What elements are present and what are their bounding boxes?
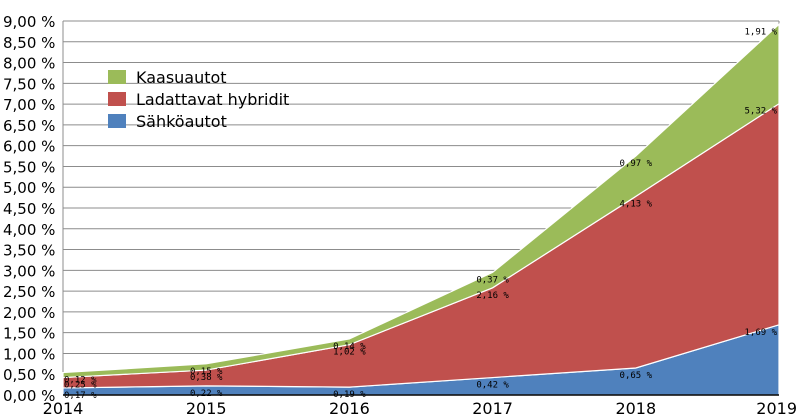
y-tick-label: 4,50 % [3,200,55,218]
data-label: 4,13 % [620,199,653,209]
y-tick-label: 3,50 % [3,242,55,260]
data-label: 1,91 % [744,27,777,37]
data-label: 0,14 % [333,342,366,352]
data-label: 0,25 % [64,381,97,391]
data-label: 0,15 % [190,367,223,377]
data-label: 0,97 % [620,159,653,169]
y-tick-label: 8,50 % [3,34,55,52]
x-tick-label: 2019 [756,399,797,417]
y-tick-label: 2,00 % [3,304,55,322]
data-label: 1,02 % [333,348,366,358]
area-kaasuautot [62,22,780,379]
legend-swatch [108,70,126,84]
y-tick-label: 6,00 % [3,138,55,156]
x-tick-label: 2014 [43,399,84,417]
data-label: 0,42 % [476,381,509,391]
legend-label: Ladattavat hybridit [136,90,289,109]
legend-label: Sähköautot [136,112,227,131]
y-tick-label: 7,50 % [3,75,55,93]
y-tick-label: 1,00 % [3,345,55,363]
data-label: 2,16 % [476,291,509,301]
data-label: 1,69 % [744,328,777,338]
legend: Kaasuautot Ladattavat hybridit Sähköautot [108,68,289,131]
x-tick-label: 2016 [329,399,370,417]
y-tick-label: 0,50 % [3,366,55,384]
data-label: 0,37 % [476,275,509,285]
legend-swatch [108,92,126,106]
x-tick-label: 2018 [615,399,656,417]
data-label: 5,32 % [744,107,777,117]
data-label: 0,22 % [190,389,223,399]
data-label: 0,12 % [64,376,97,386]
legend-swatch [108,114,126,128]
data-label: 0,17 % [64,391,97,401]
legend-label: Kaasuautot [136,68,227,87]
y-tick-label: 2,50 % [3,283,55,301]
y-tick-label: 5,50 % [3,158,55,176]
y-tick-label: 9,00 % [3,13,55,31]
y-tick-label: 5,00 % [3,179,55,197]
x-tick-label: 2017 [472,399,513,417]
data-label: 0,38 % [190,373,223,383]
x-tick-label: 2015 [186,399,227,417]
y-tick-label: 6,50 % [3,117,55,135]
data-label: 0,65 % [620,371,653,381]
y-tick-label: 4,00 % [3,221,55,239]
y-tick-label: 8,00 % [3,55,55,73]
y-tick-label: 0,00 % [3,387,55,405]
y-tick-label: 1,50 % [3,325,55,343]
y-tick-label: 3,00 % [3,262,55,280]
y-tick-label: 7,00 % [3,96,55,114]
